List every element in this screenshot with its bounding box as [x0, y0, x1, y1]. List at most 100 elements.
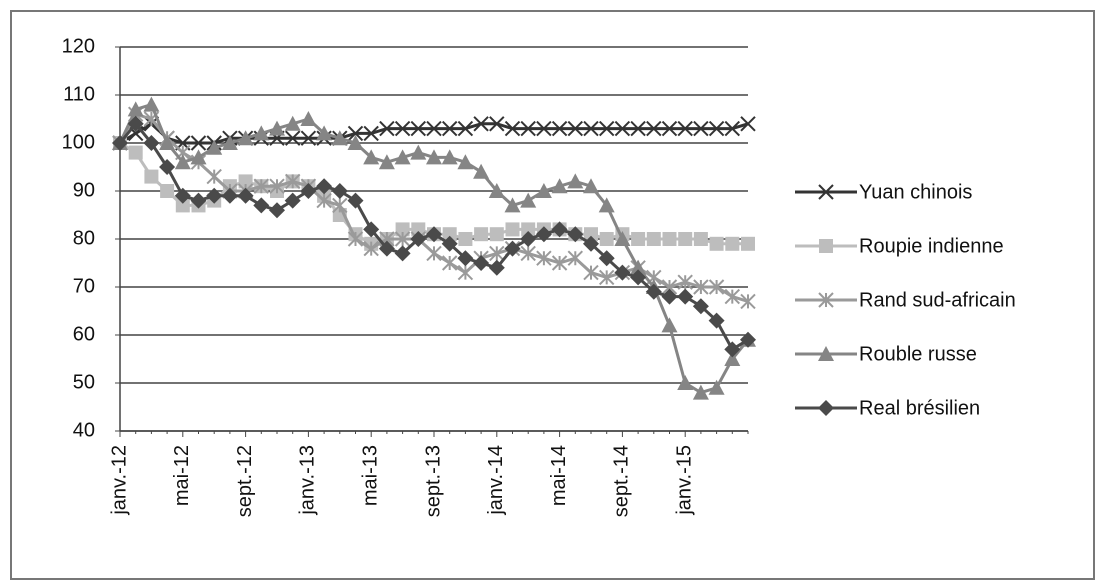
marker [818, 400, 834, 416]
marker [677, 288, 694, 305]
marker [332, 197, 348, 214]
marker [473, 116, 489, 132]
marker [583, 264, 599, 281]
marker [536, 120, 552, 137]
marker [662, 232, 677, 246]
marker [426, 245, 442, 262]
marker [551, 120, 568, 137]
marker [442, 227, 457, 242]
marker [489, 227, 504, 242]
marker [708, 379, 725, 395]
marker [521, 222, 536, 237]
marker [269, 120, 285, 136]
marker [426, 120, 442, 137]
chart-border [10, 10, 1095, 580]
marker [599, 232, 614, 246]
marker [661, 288, 678, 305]
marker [394, 245, 411, 262]
marker [583, 120, 599, 137]
marker [725, 236, 740, 251]
marker [395, 222, 410, 237]
marker [536, 250, 552, 266]
marker [127, 115, 144, 132]
marker [143, 96, 160, 112]
marker [551, 221, 568, 238]
marker [206, 168, 222, 185]
marker [363, 149, 380, 165]
series [112, 96, 756, 400]
marker [724, 351, 741, 366]
marker [489, 116, 505, 132]
legend-label: Roupie indienne [859, 235, 1004, 257]
marker [677, 120, 693, 137]
marker [253, 125, 270, 141]
x-tick-label: janv.-14 [485, 445, 507, 516]
marker [504, 120, 521, 137]
marker [238, 174, 253, 189]
marker [818, 184, 834, 200]
marker [631, 232, 646, 246]
marker [724, 120, 741, 137]
x-tick-label: mai-12 [171, 445, 193, 506]
marker [677, 375, 694, 390]
marker [520, 192, 537, 208]
marker [598, 269, 615, 286]
marker [411, 222, 426, 237]
marker [316, 125, 333, 141]
marker [253, 178, 270, 194]
marker [474, 227, 489, 242]
marker [504, 240, 521, 257]
marker [284, 192, 301, 209]
y-tick-label: 40 [73, 419, 95, 441]
marker [724, 341, 741, 358]
marker [504, 197, 521, 213]
marker [583, 235, 599, 252]
marker [174, 154, 191, 170]
y-tick-label: 50 [73, 371, 95, 393]
marker [331, 183, 348, 199]
marker [708, 312, 725, 329]
marker [598, 197, 615, 213]
marker [646, 232, 661, 246]
marker [567, 250, 584, 266]
marker [410, 144, 427, 160]
marker [520, 120, 536, 137]
marker [708, 120, 725, 137]
marker [489, 245, 505, 262]
marker [269, 178, 285, 194]
marker [347, 192, 364, 209]
marker [819, 239, 833, 253]
x-tick-label: janv.-15 [673, 445, 695, 516]
marker [645, 283, 662, 300]
marker [708, 279, 725, 295]
marker [692, 384, 709, 400]
marker [363, 125, 379, 142]
marker [661, 317, 678, 333]
marker [693, 232, 708, 246]
marker [584, 227, 598, 242]
marker [630, 269, 647, 286]
marker [394, 231, 411, 247]
marker [457, 264, 474, 281]
marker [614, 231, 631, 246]
x-tick-label: sept.-14 [611, 445, 633, 517]
marker [598, 250, 615, 267]
marker [535, 226, 552, 243]
marker [740, 293, 756, 310]
marker [347, 135, 364, 150]
marker [741, 236, 755, 251]
marker [206, 187, 223, 204]
marker [144, 169, 159, 184]
marker [174, 187, 191, 204]
marker [677, 274, 693, 290]
marker [253, 197, 270, 214]
marker [300, 130, 317, 146]
marker [740, 331, 756, 348]
marker [740, 116, 756, 132]
marker [630, 120, 646, 137]
marker [394, 120, 411, 137]
legend-label: Rouble russe [859, 343, 977, 365]
marker [551, 178, 568, 194]
